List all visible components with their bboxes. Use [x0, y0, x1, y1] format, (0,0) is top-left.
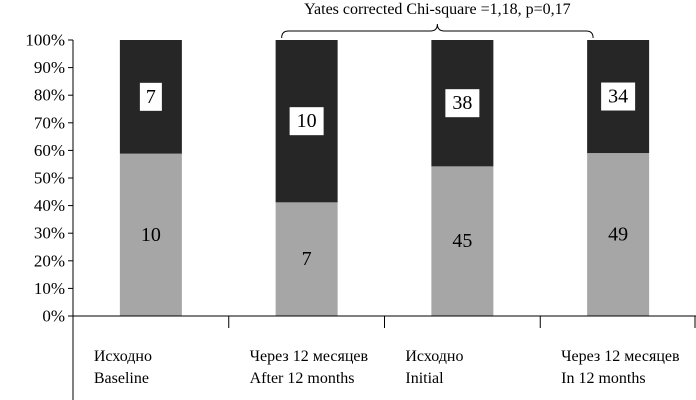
y-tick-label: 20% — [34, 251, 65, 270]
y-tick-label: 50% — [34, 169, 65, 188]
data-label: 7 — [146, 86, 156, 108]
x-category-label: Исходно Baseline — [94, 348, 152, 387]
y-axis: 0% 10% 20% 30% 40% 50% 60% 70% 80% 90% 100% — [25, 31, 74, 326]
x-category-label: Через 12 месяцев After 12 months — [250, 348, 369, 387]
y-tick-label: 100% — [25, 31, 65, 50]
y-tick-label: 10% — [34, 279, 65, 298]
data-label-box — [139, 82, 162, 111]
x-category-label: Исходно Initial — [405, 348, 463, 387]
y-tick-label: 70% — [34, 113, 65, 132]
data-label: 38 — [452, 92, 472, 114]
data-label: 7 — [302, 248, 312, 270]
annotation: Yates corrected Chi-square =1,18, p=0,17 — [281, 1, 594, 39]
x-axis: Исходно Baseline Через 12 месяцев After 12 … — [72, 315, 696, 400]
bars: 10 7 7 10 45 38 49 34 — [119, 40, 650, 316]
y-tick-label: 90% — [34, 58, 65, 77]
data-label: 10 — [141, 224, 161, 246]
bar-segment-lower — [275, 202, 338, 316]
comparison-bracket — [281, 23, 594, 39]
y-tick-label: 30% — [34, 224, 65, 243]
statistics-annotation: Yates corrected Chi-square =1,18, p=0,17 — [304, 1, 571, 18]
data-label: 49 — [608, 224, 628, 246]
y-tick-label: 80% — [34, 86, 65, 105]
data-label-box — [445, 89, 480, 118]
data-label-box — [601, 82, 636, 111]
y-tick-label: 0% — [42, 307, 65, 326]
data-label: 34 — [608, 86, 628, 108]
bar-segment-lower — [431, 166, 494, 316]
y-tick-label: 60% — [34, 141, 65, 160]
data-label-box — [289, 107, 324, 136]
x-category-label: Через 12 месяцев In 12 months — [561, 348, 680, 387]
y-tick-label: 40% — [34, 196, 65, 215]
bar-segment-lower — [119, 153, 182, 316]
bar-segment-lower — [587, 153, 650, 316]
data-label: 10 — [297, 110, 317, 132]
data-label: 45 — [452, 230, 472, 252]
